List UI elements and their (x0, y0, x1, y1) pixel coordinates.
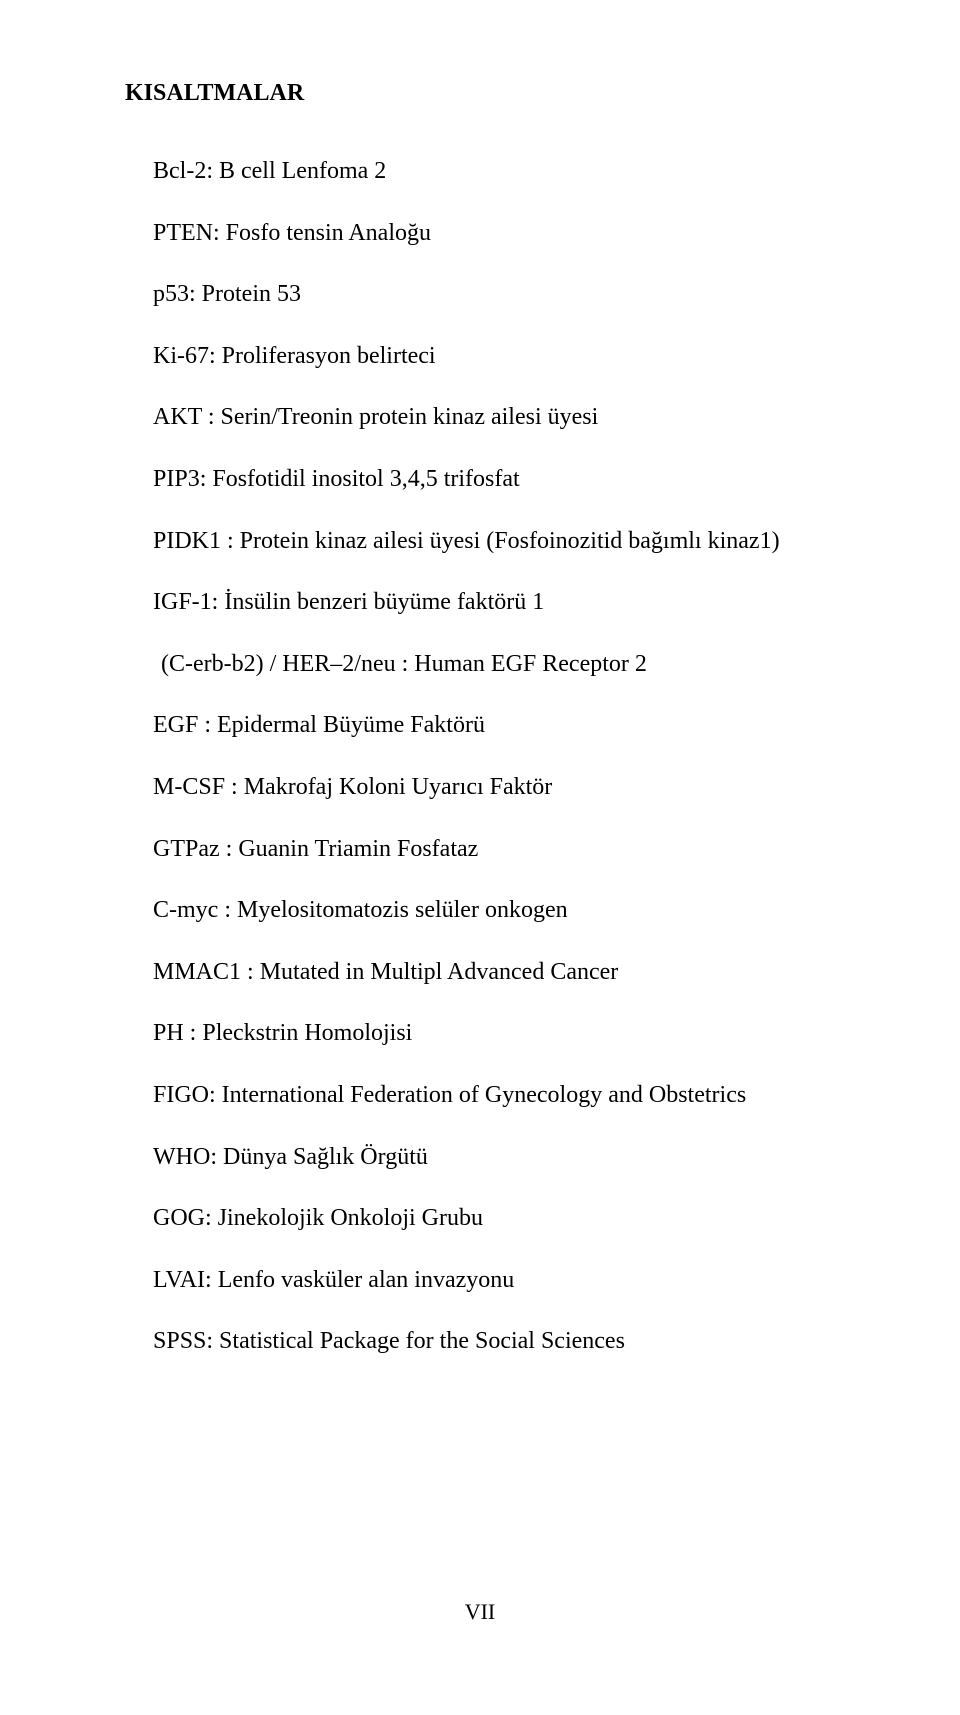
section-heading: KISALTMALAR (125, 80, 850, 107)
list-item: SPSS: Statistical Package for the Social… (153, 1325, 850, 1359)
list-item: PH : Pleckstrin Homolojisi (153, 1017, 850, 1051)
list-item: GTPaz : Guanin Triamin Fosfataz (153, 833, 850, 867)
page-number: VII (0, 1599, 960, 1625)
abbreviation-list: Bcl-2: B cell Lenfoma 2 PTEN: Fosfo tens… (125, 155, 850, 1359)
list-item: MMAC1 : Mutated in Multipl Advanced Canc… (153, 956, 850, 990)
list-item: p53: Protein 53 (153, 278, 850, 312)
list-item: (C-erb-b2) / HER–2/neu : Human EGF Recep… (153, 648, 850, 682)
list-item: Bcl-2: B cell Lenfoma 2 (153, 155, 850, 189)
document-page: KISALTMALAR Bcl-2: B cell Lenfoma 2 PTEN… (0, 0, 960, 1715)
list-item: M-CSF : Makrofaj Koloni Uyarıcı Faktör (153, 771, 850, 805)
list-item: IGF-1: İnsülin benzeri büyüme faktörü 1 (153, 586, 850, 620)
list-item: EGF : Epidermal Büyüme Faktörü (153, 709, 850, 743)
list-item: WHO: Dünya Sağlık Örgütü (153, 1141, 850, 1175)
list-item: GOG: Jinekolojik Onkoloji Grubu (153, 1202, 850, 1236)
list-item: LVAI: Lenfo vasküler alan invazyonu (153, 1264, 850, 1298)
list-item: PIDK1 : Protein kinaz ailesi üyesi (Fosf… (153, 525, 850, 559)
list-item: PTEN: Fosfo tensin Analoğu (153, 217, 850, 251)
list-item: C-myc : Myelositomatozis selüler onkogen (153, 894, 850, 928)
list-item: FIGO: International Federation of Gyneco… (153, 1079, 850, 1113)
list-item: AKT : Serin/Treonin protein kinaz ailesi… (153, 401, 850, 435)
list-item: Ki-67: Proliferasyon belirteci (153, 340, 850, 374)
list-item: PIP3: Fosfotidil inositol 3,4,5 trifosfa… (153, 463, 850, 497)
